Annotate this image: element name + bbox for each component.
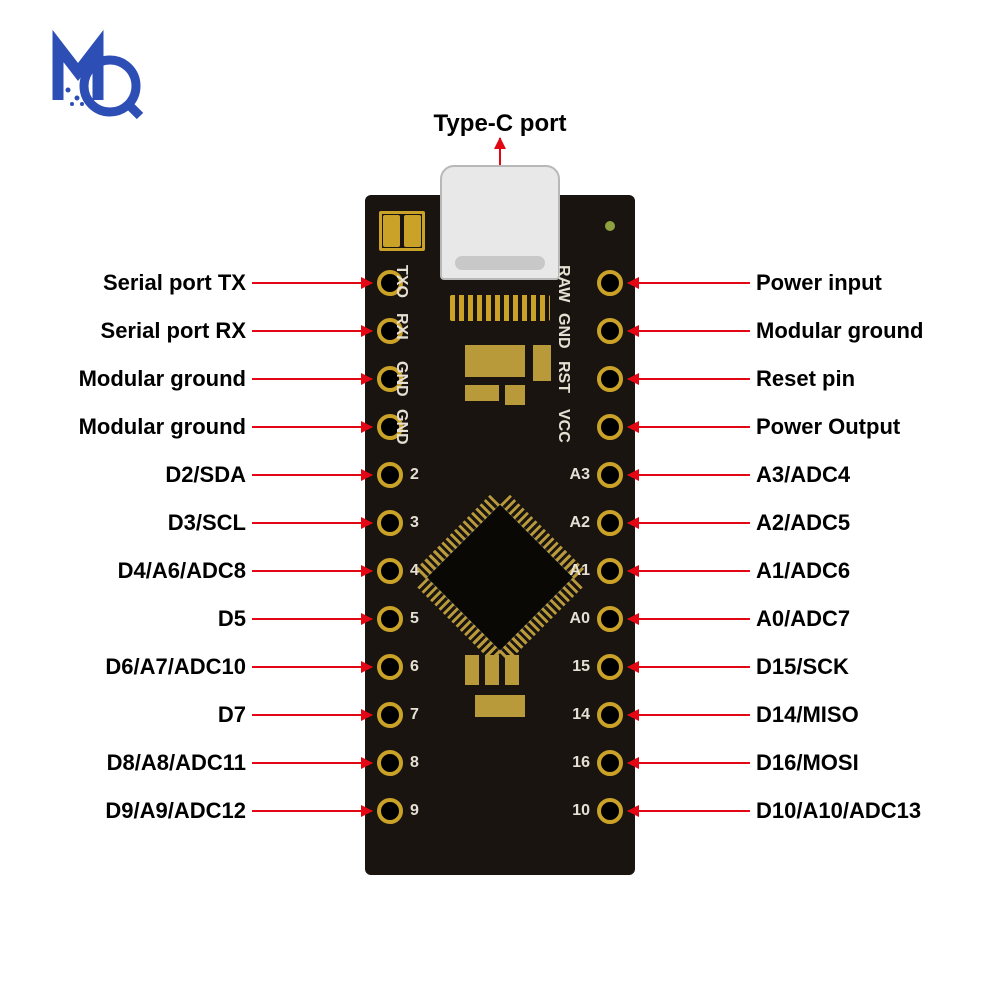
board-silk-label: 14 — [572, 706, 590, 724]
pin-callout-label: A3/ADC4 — [756, 462, 850, 488]
pin-hole — [377, 750, 403, 776]
pin-hole — [597, 318, 623, 344]
callout-arrow — [252, 522, 372, 524]
pin-callout-label: Power Output — [756, 414, 900, 440]
pin-hole — [597, 462, 623, 488]
pin-callout-label: D16/MOSI — [756, 750, 859, 776]
board-silk-label: GND — [392, 409, 410, 445]
pin-hole — [377, 558, 403, 584]
board-silk-label: 2 — [410, 466, 419, 484]
callout-arrow — [252, 762, 372, 764]
callout-arrow — [628, 618, 750, 620]
callout-arrow — [252, 810, 372, 812]
pin-hole — [377, 654, 403, 680]
pin-hole — [377, 462, 403, 488]
callout-arrow — [628, 714, 750, 716]
pin-callout-label: Modular ground — [756, 318, 923, 344]
pin-callout-label: D8/A8/ADC11 — [107, 750, 246, 776]
pin-callout-label: D15/SCK — [756, 654, 849, 680]
board-silk-label: RXI — [392, 313, 410, 340]
pin-hole — [597, 414, 623, 440]
callout-arrow — [628, 810, 750, 812]
pin-callout-label: D4/A6/ADC8 — [118, 558, 246, 584]
board-silk-label: A1 — [570, 562, 590, 580]
pin-callout-label: Modular ground — [79, 366, 246, 392]
board-silk-label: 8 — [410, 754, 419, 772]
usb-contacts — [450, 295, 550, 321]
usb-type-c-port — [440, 165, 560, 280]
pin-callout-label: Modular ground — [79, 414, 246, 440]
callout-arrow — [252, 426, 372, 428]
pin-callout-label: D5 — [218, 606, 246, 632]
pin-callout-label: Power input — [756, 270, 882, 296]
led-dot — [605, 221, 615, 231]
mcu-chip — [426, 503, 574, 651]
board-silk-label: TXO — [392, 265, 410, 298]
callout-arrow — [628, 474, 750, 476]
pin-callout-label: D10/A10/ADC13 — [756, 798, 921, 824]
board-silk-label: 10 — [572, 802, 590, 820]
callout-arrow — [628, 330, 750, 332]
board-silk-label: 9 — [410, 802, 419, 820]
board-silk-label: A3 — [570, 466, 590, 484]
callout-arrow — [628, 570, 750, 572]
callout-arrow — [252, 570, 372, 572]
logo-mq — [50, 30, 145, 130]
callout-arrow — [628, 762, 750, 764]
pin-callout-label: D3/SCL — [168, 510, 246, 536]
pin-hole — [377, 510, 403, 536]
board-silk-label: 3 — [410, 514, 419, 532]
pin-hole — [597, 702, 623, 728]
board-silk-label: A0 — [570, 610, 590, 628]
callout-arrow — [252, 282, 372, 284]
board-silk-label: 7 — [410, 706, 419, 724]
board-silk-label: 16 — [572, 754, 590, 772]
top-arrow-head — [499, 138, 501, 140]
pin-callout-label: Serial port TX — [103, 270, 246, 296]
pin-hole — [377, 606, 403, 632]
callout-arrow — [252, 666, 372, 668]
pin-hole — [597, 798, 623, 824]
pin-hole — [597, 558, 623, 584]
board-silk-label: A2 — [570, 514, 590, 532]
pin-hole — [597, 606, 623, 632]
pin-callout-label: D6/A7/ADC10 — [105, 654, 246, 680]
board-silk-label: 6 — [410, 658, 419, 676]
pin-hole — [597, 750, 623, 776]
callout-arrow — [628, 378, 750, 380]
pin-callout-label: D9/A9/ADC12 — [105, 798, 246, 824]
board-silk-label: 5 — [410, 610, 419, 628]
board-silk-label: 15 — [572, 658, 590, 676]
board-silk-label: VCC — [554, 409, 572, 443]
pin-hole — [377, 798, 403, 824]
pin-callout-label: A0/ADC7 — [756, 606, 850, 632]
pin-hole — [597, 510, 623, 536]
callout-arrow — [628, 522, 750, 524]
board-silk-label: 4 — [410, 562, 419, 580]
callout-arrow — [252, 378, 372, 380]
callout-arrow — [628, 426, 750, 428]
pin-hole — [597, 270, 623, 296]
callout-arrow — [252, 330, 372, 332]
pin-callout-label: A1/ADC6 — [756, 558, 850, 584]
pin-hole — [597, 654, 623, 680]
pin-hole — [377, 702, 403, 728]
pin-callout-label: Serial port RX — [101, 318, 246, 344]
callout-arrow — [252, 474, 372, 476]
pin-callout-label: D7 — [218, 702, 246, 728]
pin-callout-label: Reset pin — [756, 366, 855, 392]
callout-arrow — [628, 282, 750, 284]
pin-callout-label: A2/ADC5 — [756, 510, 850, 536]
top-port-label: Type-C port — [434, 110, 567, 138]
callout-arrow — [252, 714, 372, 716]
board-silk-label: GND — [392, 361, 410, 397]
board-silk-label: RAW — [554, 265, 572, 302]
pin-callout-label: D2/SDA — [165, 462, 246, 488]
callout-arrow — [252, 618, 372, 620]
pin-callout-label: D14/MISO — [756, 702, 859, 728]
board-silk-label: GND — [554, 313, 572, 349]
callout-arrow — [628, 666, 750, 668]
board-silk-label: RST — [554, 361, 572, 393]
pin-hole — [597, 366, 623, 392]
